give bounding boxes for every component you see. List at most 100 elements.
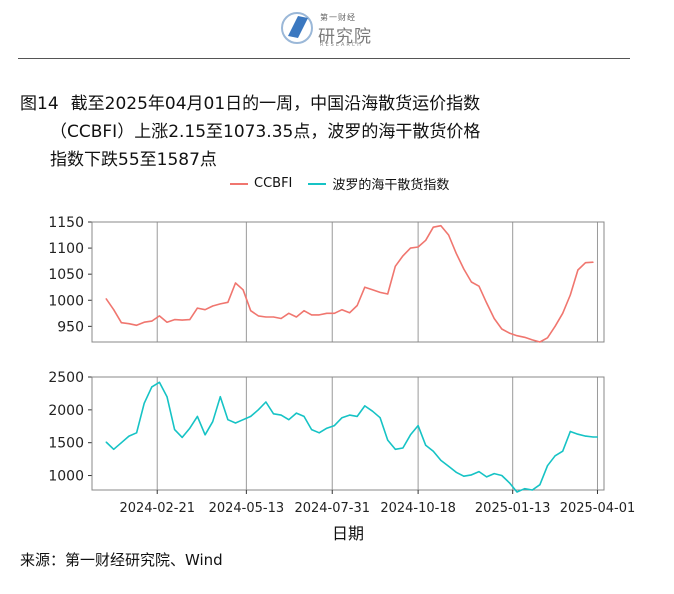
data-point-ccbfi [242, 289, 244, 291]
data-point-ccbfi [425, 239, 427, 241]
data-point-ccbfi [524, 336, 526, 338]
data-point-bdi [204, 434, 206, 436]
data-point-bdi [227, 419, 229, 421]
data-point-ccbfi [584, 262, 587, 264]
data-point-ccbfi [265, 316, 267, 318]
data-point-ccbfi [295, 316, 297, 318]
data-point-bdi [539, 484, 541, 486]
data-point-ccbfi [333, 312, 336, 314]
data-point-ccbfi [356, 304, 358, 307]
legend-swatch-bdi [308, 182, 327, 185]
data-point-ccbfi [128, 323, 130, 325]
data-point-bdi [128, 435, 130, 437]
data-point-ccbfi [234, 282, 237, 284]
data-point-bdi [577, 433, 579, 435]
data-point-bdi [501, 474, 503, 477]
data-point-ccbfi [569, 294, 571, 296]
data-point-ccbfi [371, 289, 374, 291]
data-point-ccbfi [310, 314, 313, 316]
data-point-bdi [592, 436, 594, 438]
data-point-bdi [546, 465, 549, 467]
y-tick-label: 1000 [48, 469, 84, 485]
data-point-ccbfi [387, 293, 389, 295]
data-point-ccbfi [485, 302, 488, 304]
data-point-ccbfi [455, 252, 457, 254]
data-point-bdi [326, 427, 328, 429]
data-point-ccbfi [349, 312, 351, 314]
data-point-bdi [341, 417, 343, 419]
data-point-bdi [219, 396, 221, 398]
data-point-bdi [531, 489, 533, 491]
data-point-bdi [349, 414, 351, 416]
data-point-bdi [242, 419, 244, 421]
logo-main-text: 研究院 [318, 27, 372, 47]
data-point-bdi [379, 417, 381, 419]
data-point-bdi [402, 447, 404, 449]
data-point-bdi [356, 415, 358, 418]
data-point-bdi [485, 476, 488, 478]
title-line-2: （CCBFI）上涨2.15至1073.35点，波罗的海干散货价格 [50, 122, 481, 142]
x-tick-label: 2024-10-18 [380, 501, 456, 516]
data-point-bdi [280, 414, 282, 416]
header-divider [18, 58, 630, 59]
data-point-ccbfi [280, 317, 282, 320]
data-point-ccbfi [409, 247, 412, 249]
data-point-bdi [584, 435, 587, 437]
data-point-bdi [151, 386, 153, 388]
logo-emblem-icon [281, 12, 313, 44]
data-point-bdi [516, 491, 518, 493]
data-point-bdi [493, 472, 495, 475]
data-point-bdi [303, 415, 305, 418]
data-point-ccbfi [554, 325, 556, 327]
data-point-ccbfi [478, 285, 480, 287]
data-point-ccbfi [303, 310, 305, 312]
data-point-bdi [135, 432, 138, 434]
data-point-ccbfi [394, 265, 396, 267]
data-point-bdi [174, 428, 176, 431]
data-point-bdi [257, 409, 259, 411]
data-point-bdi [364, 405, 366, 407]
data-point-ccbfi [158, 315, 160, 317]
title-line-3: 指数下跌55至1587点 [50, 150, 217, 170]
data-point-ccbfi [212, 305, 214, 307]
data-point-bdi [554, 455, 556, 457]
data-point-ccbfi [166, 321, 168, 323]
data-point-bdi [409, 434, 412, 436]
legend-label-bdi: 波罗的海干散货指数 [332, 178, 450, 193]
data-point-ccbfi [501, 328, 503, 330]
data-point-ccbfi [227, 301, 229, 303]
data-point-bdi [234, 422, 237, 424]
data-point-ccbfi [592, 261, 594, 263]
data-point-bdi [288, 419, 290, 421]
data-point-ccbfi [288, 312, 290, 314]
data-point-bdi [470, 474, 472, 476]
data-point-ccbfi [577, 269, 579, 271]
data-point-ccbfi [562, 312, 564, 314]
data-point-ccbfi [447, 234, 450, 236]
data-point-ccbfi [516, 335, 518, 337]
data-point-bdi [295, 412, 297, 414]
data-point-bdi [181, 436, 183, 439]
data-point-ccbfi [120, 322, 122, 324]
data-point-ccbfi [470, 281, 472, 283]
data-point-ccbfi [250, 310, 252, 312]
y-tick-label: 950 [57, 319, 84, 335]
legend-item-ccbfi: CCBFI [230, 176, 292, 191]
y-tick-label: 1500 [48, 436, 84, 452]
data-point-bdi [596, 436, 599, 438]
figure-number: 图14 [20, 94, 59, 114]
data-point-bdi [113, 448, 115, 450]
x-tick-label: 2025-01-13 [475, 501, 551, 516]
legend-label-ccbfi: CCBFI [254, 176, 293, 191]
source-note: 来源：第一财经研究院、Wind [20, 551, 223, 569]
data-point-bdi [158, 381, 160, 383]
data-point-bdi [463, 475, 465, 477]
data-point-bdi [432, 450, 434, 452]
data-point-bdi [440, 459, 442, 462]
data-point-ccbfi [105, 298, 107, 300]
data-point-ccbfi [174, 318, 176, 321]
data-point-bdi [478, 471, 480, 473]
data-point-bdi [508, 482, 511, 484]
data-point-ccbfi [440, 225, 442, 227]
x-tick-label: 2024-02-21 [119, 501, 195, 516]
